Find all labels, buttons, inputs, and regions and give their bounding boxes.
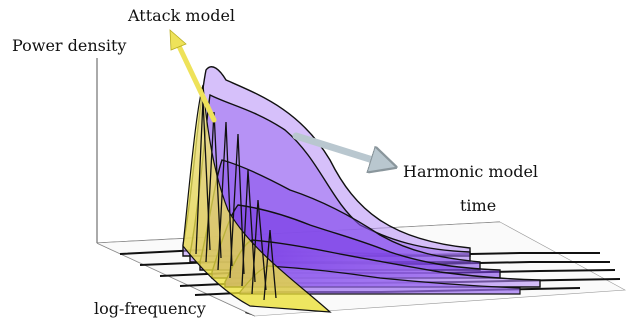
harmonic-model-label: Harmonic model [403,162,539,181]
power-density-label: Power density [12,36,127,55]
harmonic-model-arrow [292,132,392,166]
time-axis-label: time [460,196,497,215]
attack-model-arrow [169,29,217,123]
attack-surface [182,84,332,313]
harmonic-surface [182,66,541,295]
attack-model-label: Attack model [128,6,236,25]
log-frequency-axis-label: log-frequency [94,299,206,318]
attack-plane [182,84,332,313]
attack-spikes [195,99,277,301]
